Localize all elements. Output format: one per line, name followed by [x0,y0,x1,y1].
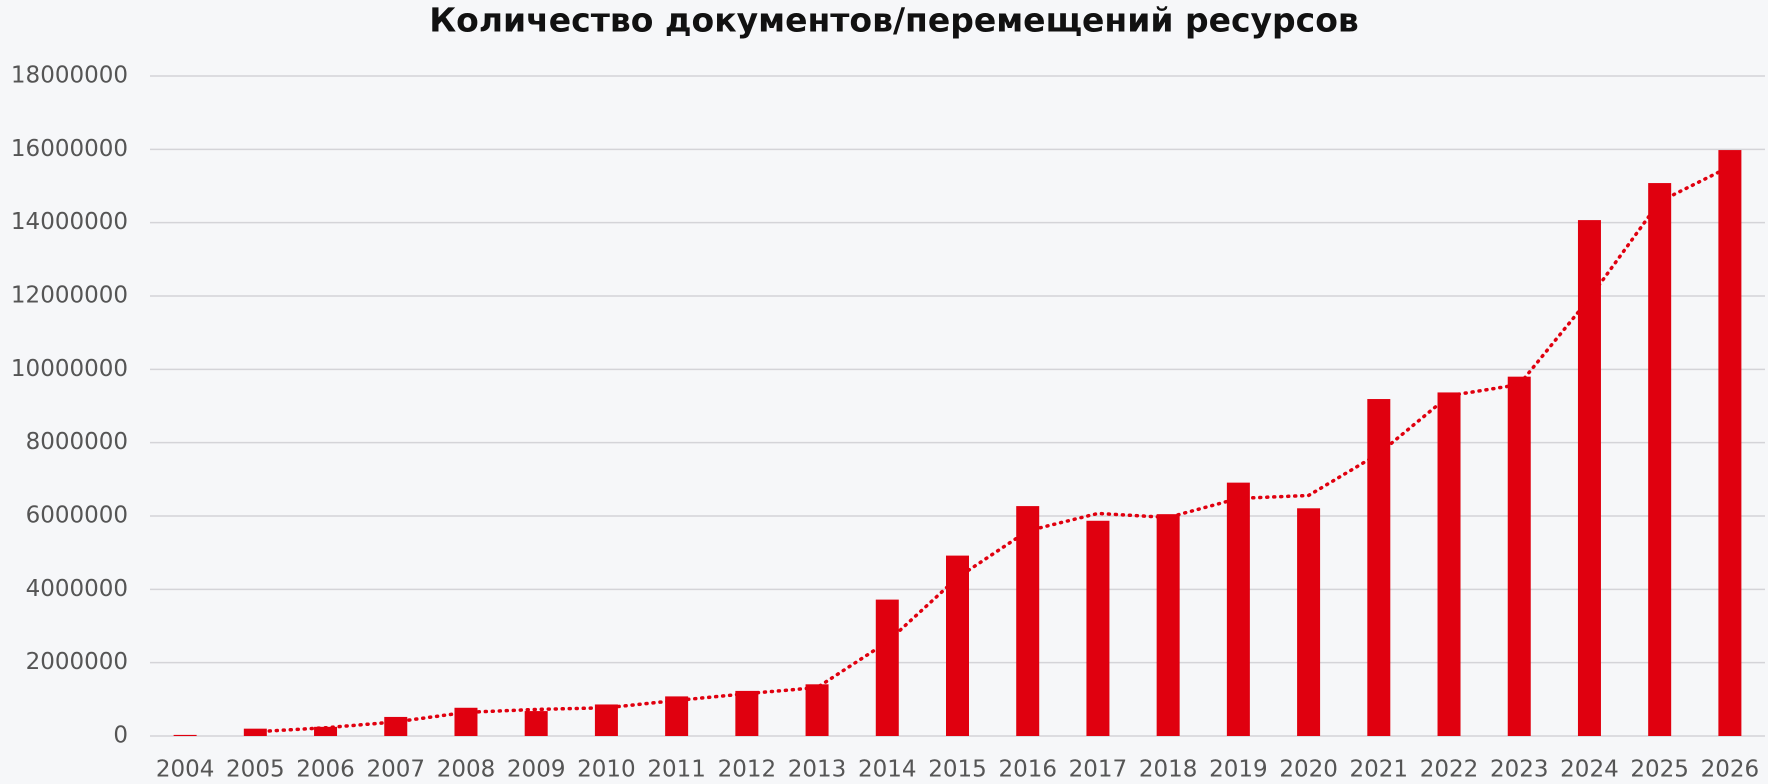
y-tick-label: 16000000 [11,136,128,162]
bar [454,707,478,736]
x-tick-label: 2011 [647,757,706,783]
bar [1367,399,1391,736]
trend-line [253,164,1732,734]
x-tick-label: 2021 [1350,757,1409,783]
x-tick-label: 2009 [507,757,566,783]
x-tick-label: 2006 [296,757,355,783]
bar [1507,376,1531,736]
bar [1086,520,1110,736]
y-tick-label: 8000000 [26,429,128,455]
y-tick-label: 12000000 [11,283,128,309]
bar [805,684,829,736]
bar [1297,508,1321,736]
x-tick-label: 2026 [1701,757,1760,783]
x-tick-label: 2008 [437,757,496,783]
x-tick-label: 2022 [1420,757,1479,783]
x-tick-label: 2004 [156,757,215,783]
x-tick-label: 2025 [1630,757,1689,783]
bar [314,726,338,736]
y-tick-label: 6000000 [26,503,128,529]
bar [594,704,618,736]
x-tick-label: 2013 [788,757,847,783]
x-tick-label: 2005 [226,757,285,783]
bar [524,711,548,736]
y-tick-label: 10000000 [11,356,128,382]
bar [875,599,899,736]
x-tick-label: 2018 [1139,757,1198,783]
bar [173,734,197,736]
x-tick-label: 2010 [577,757,636,783]
bar [1437,392,1461,736]
y-tick-label: 14000000 [11,209,128,235]
bar [946,555,969,736]
x-tick-label: 2017 [1069,757,1128,783]
y-tick-label: 4000000 [26,576,128,602]
bar [1648,183,1672,737]
bar [665,696,689,736]
bar [1226,482,1250,736]
x-tick-label: 2016 [998,757,1057,783]
y-tick-label: 2000000 [26,649,128,675]
chart-title: Количество документов/перемещений ресурс… [429,1,1359,40]
x-tick-label: 2015 [928,757,987,783]
bar [735,690,759,736]
y-tick-label: 0 [113,723,128,749]
x-tick-label: 2023 [1490,757,1549,783]
bar [1156,514,1180,736]
x-tick-label: 2007 [366,757,425,783]
y-tick-label: 18000000 [11,63,128,89]
bar [1577,220,1601,737]
x-tick-label: 2019 [1209,757,1268,783]
x-tick-label: 2024 [1560,757,1619,783]
x-tick-label: 2012 [718,757,777,783]
bar [1016,506,1040,736]
x-tick-label: 2020 [1279,757,1338,783]
bar [1718,150,1742,737]
x-tick-label: 2014 [858,757,917,783]
